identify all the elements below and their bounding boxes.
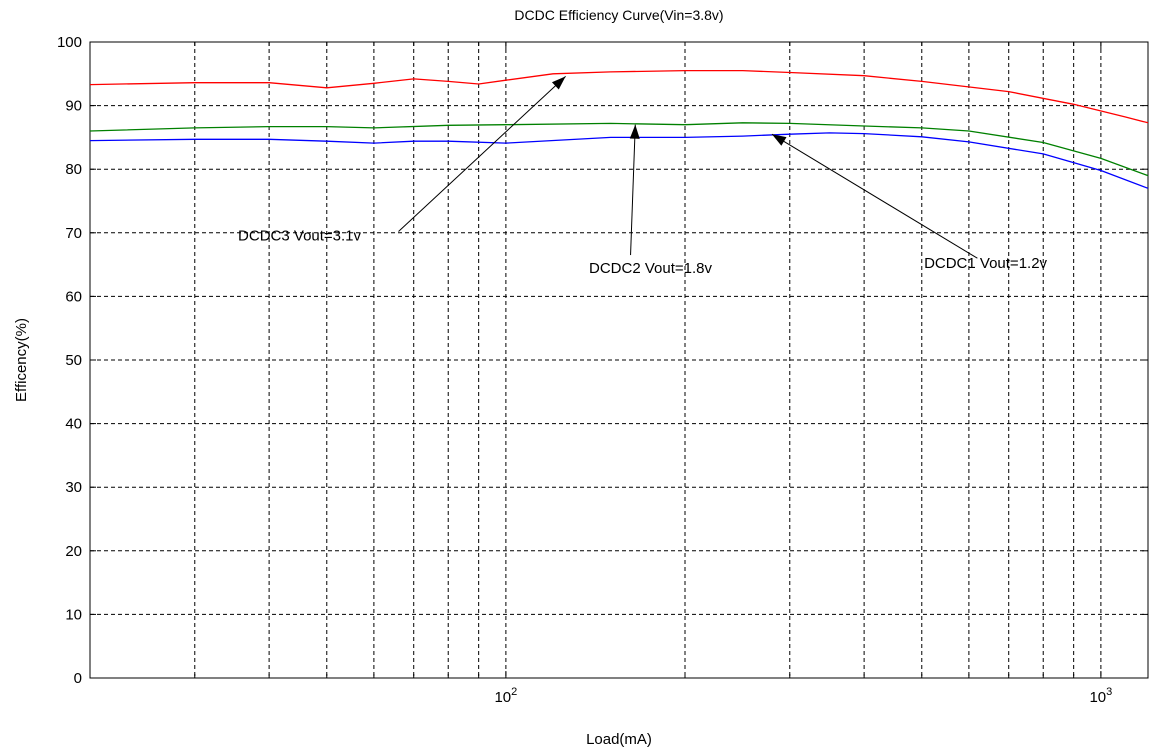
series-line-2 — [89, 122, 1149, 177]
series-lines — [89, 69, 1149, 189]
annotation-label: DCDC1 Vout=1.2v — [924, 255, 1047, 272]
series-line-3 — [89, 132, 1149, 189]
annotation-label: DCDC2 Vout=1.8v — [589, 260, 712, 277]
y-tick-label: 40 — [65, 416, 82, 433]
y-tick-label: 50 — [65, 352, 82, 369]
grid-lines — [90, 42, 1148, 678]
annotation-arrow — [398, 75, 566, 232]
annotation-arrowhead — [771, 134, 787, 146]
annotation-label: DCDC3 Vout=3.1v — [238, 227, 361, 244]
y-tick-label: 20 — [65, 543, 82, 560]
annotations: DCDC3 Vout=3.1v DCDC2 Vout=1.8v DCDC1 Vout… — [238, 75, 1048, 277]
y-tick-label: 0 — [74, 670, 82, 687]
annotation-arrow — [630, 124, 636, 256]
series-line-1 — [89, 69, 1149, 124]
axis-ticks: 0 10 20 30 40 50 60 70 80 90 100 102 103 — [57, 34, 1148, 706]
x-tick-label: 103 — [1089, 686, 1112, 706]
annotation-arrowhead — [551, 76, 566, 90]
y-tick-label: 90 — [65, 98, 82, 115]
y-axis-label: Efficency(%) — [13, 318, 30, 402]
x-tick-label: 102 — [494, 686, 517, 706]
y-tick-label: 10 — [65, 606, 82, 623]
x-axis-label: Load(mA) — [586, 731, 652, 748]
y-tick-label: 30 — [65, 479, 82, 496]
y-tick-label: 70 — [65, 225, 82, 242]
chart-title: DCDC Efficiency Curve(Vin=3.8v) — [514, 7, 723, 23]
y-tick-label: 100 — [57, 34, 82, 51]
annotation-arrow — [771, 133, 978, 259]
y-tick-label: 60 — [65, 288, 82, 305]
annotation-arrowhead — [629, 124, 640, 139]
y-tick-label: 80 — [65, 161, 82, 178]
